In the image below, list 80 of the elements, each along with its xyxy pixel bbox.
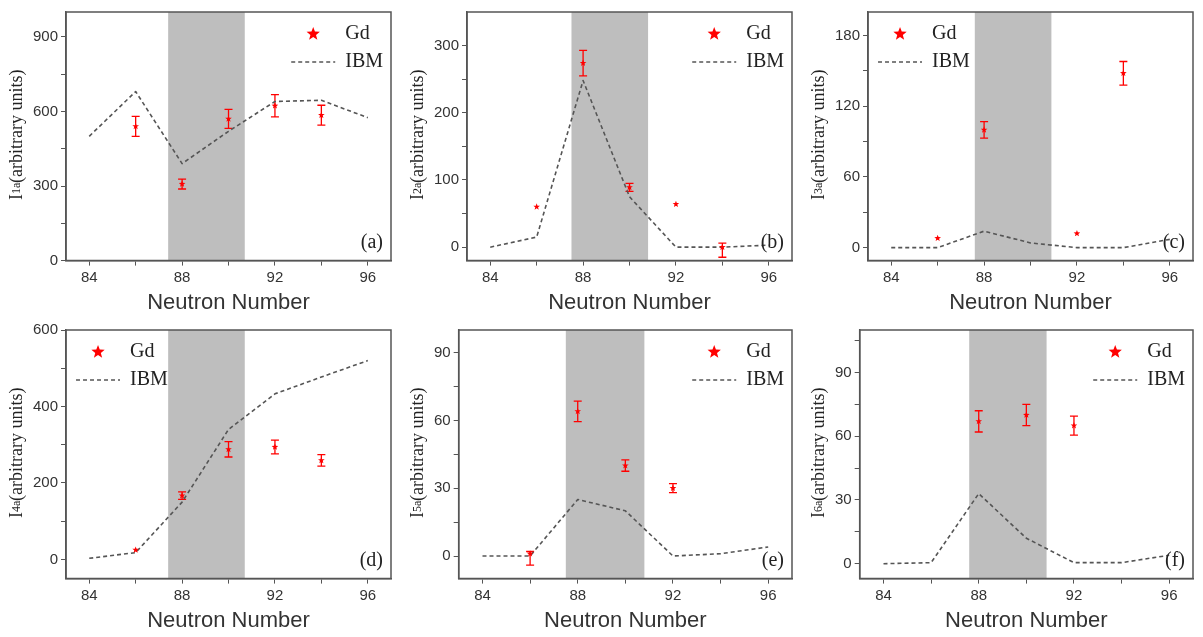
x-tick-label: 92 xyxy=(664,585,682,603)
legend-label: Gd xyxy=(345,21,370,44)
x-tick-label: 92 xyxy=(266,585,284,603)
point xyxy=(579,59,587,66)
annotation: (a) xyxy=(360,229,383,253)
x-axis-title: Neutron Number xyxy=(945,606,1108,632)
y-tick-label: 0 xyxy=(851,237,861,255)
x-tick-label: 88 xyxy=(970,585,988,603)
point xyxy=(934,234,941,242)
line-series xyxy=(88,90,369,165)
legend-label: IBM xyxy=(130,367,169,390)
x-tick-label: 92 xyxy=(1068,267,1086,285)
y-tick-label: 200 xyxy=(33,473,59,491)
x-tick-label: 84 xyxy=(481,267,499,285)
y-tick-label: 60 xyxy=(835,426,852,444)
x-axis-title: Neutron Number xyxy=(544,606,707,632)
annotation: (e) xyxy=(761,547,784,571)
legend-label: Gd xyxy=(1147,339,1172,362)
x-tick-label: 92 xyxy=(1065,585,1083,603)
y-tick-label: 600 xyxy=(33,101,59,119)
point xyxy=(980,126,988,133)
y-tick-label: 900 xyxy=(33,27,59,44)
x-axis-title: Neutron Number xyxy=(548,288,711,314)
x-tick-label: 84 xyxy=(882,267,900,285)
y-tick-label: 60 xyxy=(434,410,451,428)
legend-label: IBM xyxy=(746,367,785,390)
y-tick-label: 180 xyxy=(835,25,861,43)
y-tick-label: 0 xyxy=(49,250,59,268)
legend-label: Gd xyxy=(746,21,771,44)
x-tick-label: 96 xyxy=(760,267,778,285)
annotation: (f) xyxy=(1165,547,1185,571)
x-tick-label: 88 xyxy=(569,585,587,603)
x-tick-label: 88 xyxy=(173,585,191,603)
x-tick-label: 84 xyxy=(474,585,491,603)
x-axis-title: Neutron Number xyxy=(949,288,1112,314)
legend-label: IBM xyxy=(932,49,971,72)
y-tick-label: 300 xyxy=(33,176,59,194)
point xyxy=(574,407,582,415)
x-tick-label: 84 xyxy=(80,585,98,603)
x-tick-label: 84 xyxy=(80,267,98,285)
y-tick-label: 90 xyxy=(434,342,451,360)
y-tick-label: 0 xyxy=(49,549,59,567)
y-tick-label: 0 xyxy=(442,546,451,564)
x-axis-title: Neutron Number xyxy=(147,288,310,314)
legend-label: IBM xyxy=(345,49,384,72)
x-tick-label: 96 xyxy=(359,585,377,603)
legend-label: Gd xyxy=(932,21,957,44)
y-tick-label: 100 xyxy=(434,170,460,188)
x-tick-label: 92 xyxy=(266,267,284,285)
y-tick-label: 30 xyxy=(835,490,852,508)
legend-label: IBM xyxy=(1147,367,1186,390)
x-tick-label: 96 xyxy=(359,267,377,285)
x-tick-label: 88 xyxy=(574,267,592,285)
x-axis-title: Neutron Number xyxy=(147,606,310,632)
point xyxy=(271,443,279,450)
y-tick-label: 120 xyxy=(835,96,861,114)
point xyxy=(672,200,680,207)
x-tick-label: 96 xyxy=(1161,267,1179,285)
annotation: (d) xyxy=(359,547,383,571)
x-tick-label: 96 xyxy=(1160,585,1178,603)
y-tick-label: 400 xyxy=(33,396,59,414)
y-tick-label: 60 xyxy=(843,167,861,185)
annotation: (b) xyxy=(760,229,784,253)
legend-label: Gd xyxy=(130,339,155,362)
x-tick-label: 88 xyxy=(975,267,993,285)
y-tick-label: 30 xyxy=(434,478,451,496)
annotation: (c) xyxy=(1162,229,1185,253)
x-tick-label: 88 xyxy=(173,267,191,285)
x-tick-label: 92 xyxy=(667,267,685,285)
point xyxy=(1073,230,1081,237)
legend-label: Gd xyxy=(746,339,771,362)
y-tick-label: 0 xyxy=(450,237,460,255)
y-tick-label: 90 xyxy=(835,362,852,380)
y-tick-label: 0 xyxy=(843,553,852,571)
y-tick-label: 200 xyxy=(434,102,460,120)
x-tick-label: 96 xyxy=(759,585,777,603)
y-tick-label: 600 xyxy=(33,320,59,338)
y-tick-label: 300 xyxy=(434,35,460,53)
legend-label: IBM xyxy=(746,49,785,72)
x-tick-label: 84 xyxy=(875,585,892,603)
